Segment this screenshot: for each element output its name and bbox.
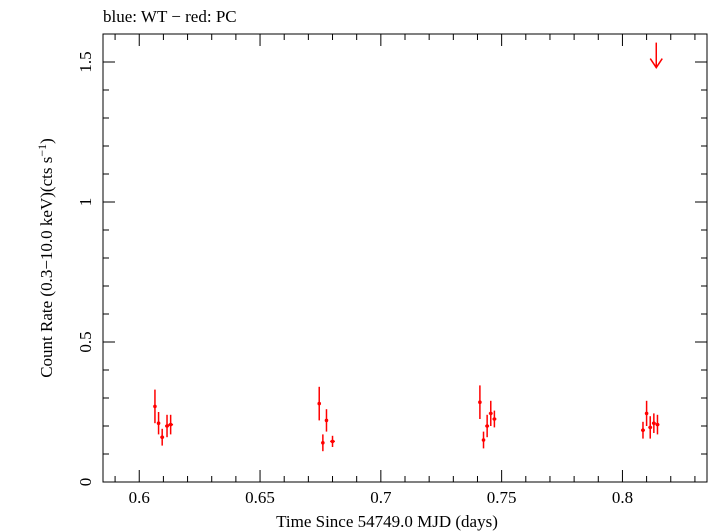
point-marker [160,435,164,440]
upper-limit-arrow [649,42,663,69]
data-point [644,400,649,426]
data-point [153,389,157,424]
data-point [485,414,490,438]
point-marker [330,439,335,444]
y-tick-label: 1 [76,198,95,207]
data-point [165,414,169,438]
x-tick-label: 0.6 [129,488,150,507]
point-marker [488,411,493,416]
data-point [641,421,645,439]
point-marker [156,421,161,426]
point-marker [652,421,656,426]
point-marker [321,441,325,445]
x-tick-label: 0.65 [245,488,275,507]
y-axis-label: Count Rate (0.3−10.0 keV)(cts s−1) [35,138,56,378]
data-point [156,412,161,435]
axis-ticks [103,33,707,483]
point-marker [478,400,482,405]
point-marker [153,404,157,409]
data-point [651,413,656,433]
data-marks [153,42,663,452]
chart-title: blue: WT − red: PC [103,7,237,26]
data-point [481,431,486,449]
axis-tick-labels: 0.6 0.65 0.7 0.75 0.8 0 0.5 1 1.5 [76,51,633,507]
point-marker [168,422,173,427]
point-marker [492,417,497,421]
x-tick-label: 0.75 [487,488,517,507]
data-point [160,428,165,446]
x-tick-label: 0.7 [370,488,392,507]
point-marker [655,422,660,427]
point-marker [481,438,486,442]
upper-limit-head [649,58,663,69]
point-marker [324,418,329,423]
data-point [488,400,493,426]
y-axis-label-close: ) [37,138,56,144]
data-point [317,386,322,421]
data-point [324,409,329,432]
point-marker [641,428,645,433]
data-point [321,434,325,452]
data-point [648,416,653,439]
point-marker [165,424,169,428]
data-point [478,385,482,419]
y-tick-label: 1.5 [76,51,95,72]
y-axis-label-superscript: −1 [35,144,49,157]
x-tick-label: 0.8 [612,488,633,507]
data-point [492,410,497,428]
data-point [655,414,660,435]
point-marker [485,424,489,428]
data-point [168,414,174,435]
point-marker [648,425,653,430]
x-axis-label: Time Since 54749.0 MJD (days) [276,512,498,531]
y-axis-label-main: Count Rate (0.3−10.0 keV)(cts s [37,157,56,378]
point-marker [317,401,322,406]
y-tick-label: 0 [76,478,95,487]
point-marker [644,411,649,416]
plot-frame [102,33,708,483]
y-tick-label: 0.5 [76,331,95,352]
data-point [330,435,335,447]
